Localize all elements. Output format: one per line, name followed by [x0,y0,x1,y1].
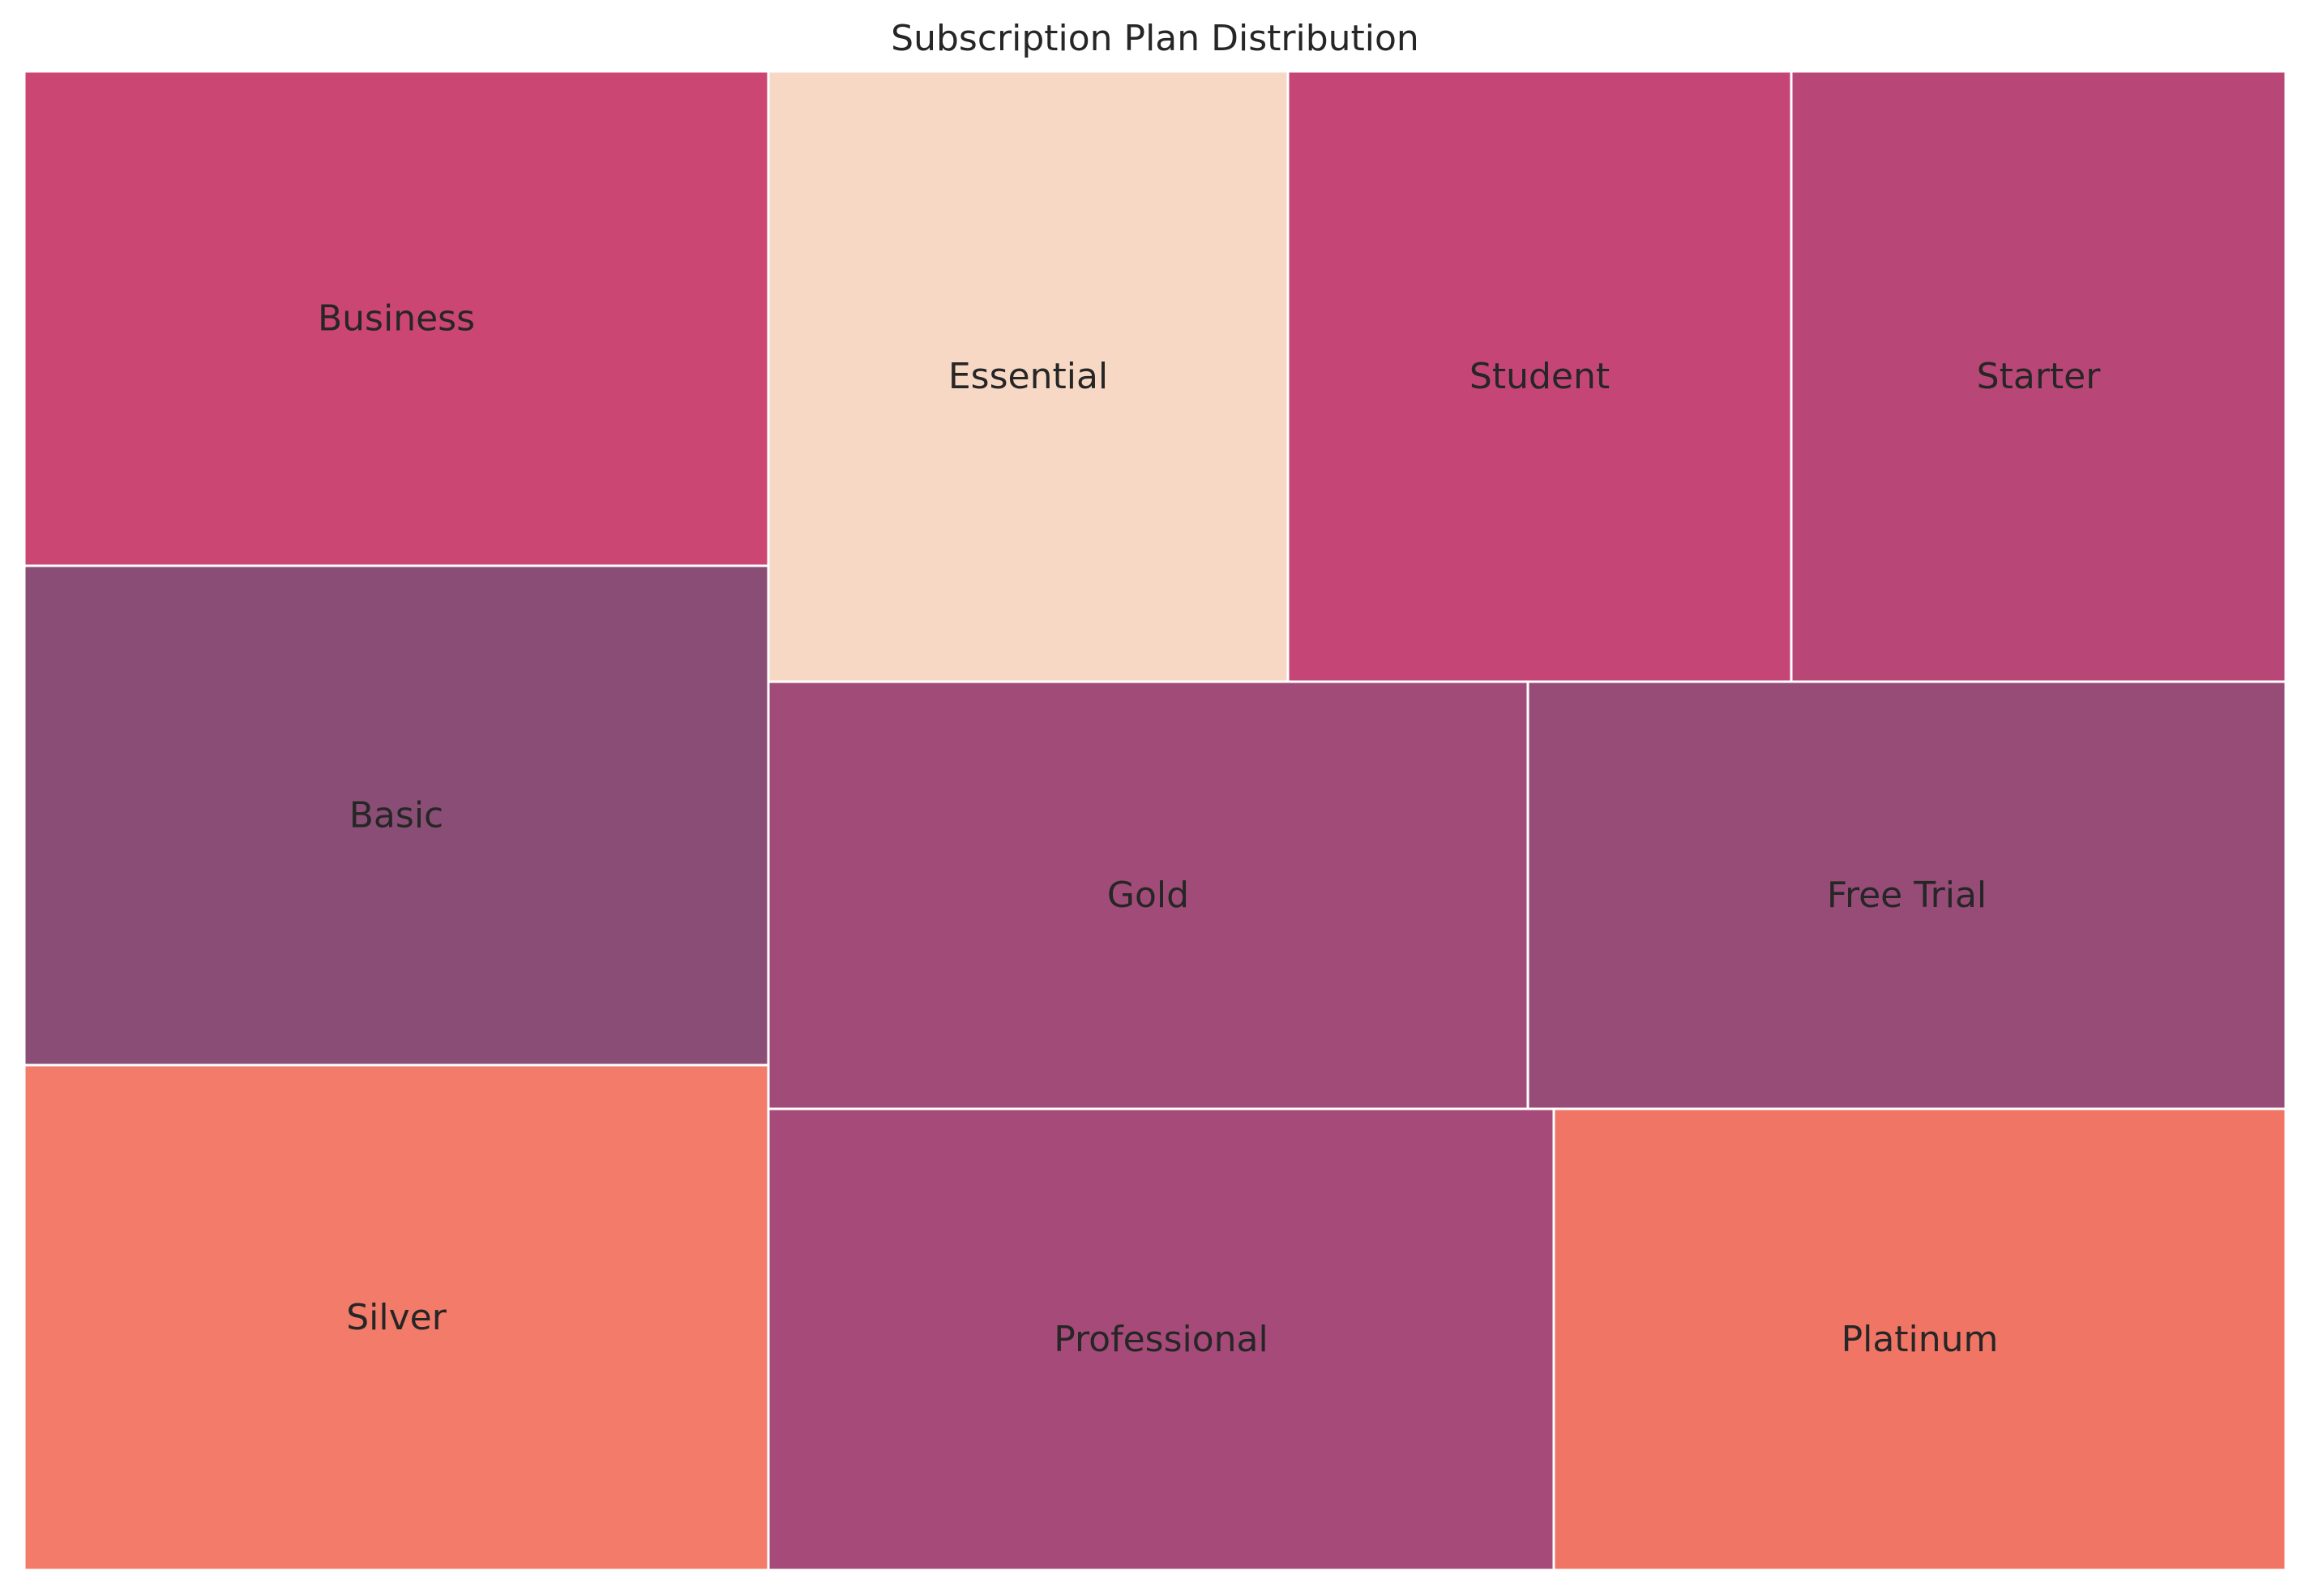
tile-free-trial [1526,680,2287,1110]
tile-professional [767,1107,1555,1572]
tile-business [23,70,770,567]
tile-label-essential: Essential [948,356,1108,397]
tile-label-silver: Silver [346,1297,447,1338]
tile-essential [767,70,1290,683]
tile-label-professional: Professional [1054,1319,1268,1360]
tile-platinum [1552,1107,2287,1572]
tile-label-student: Student [1469,356,1610,397]
tile-label-basic: Basic [349,795,444,837]
tile-basic [23,564,770,1067]
tile-label-free-trial: Free Trial [1827,875,1987,916]
tile-silver [23,1063,770,1572]
tile-starter [1790,70,2287,683]
tile-gold [767,680,1529,1110]
chart-title: Subscription Plan Distribution [891,18,1419,59]
tile-label-platinum: Platinum [1842,1319,1999,1360]
tile-label-starter: Starter [1977,356,2102,397]
tile-label-business: Business [318,298,475,340]
tile-label-gold: Gold [1107,875,1189,916]
